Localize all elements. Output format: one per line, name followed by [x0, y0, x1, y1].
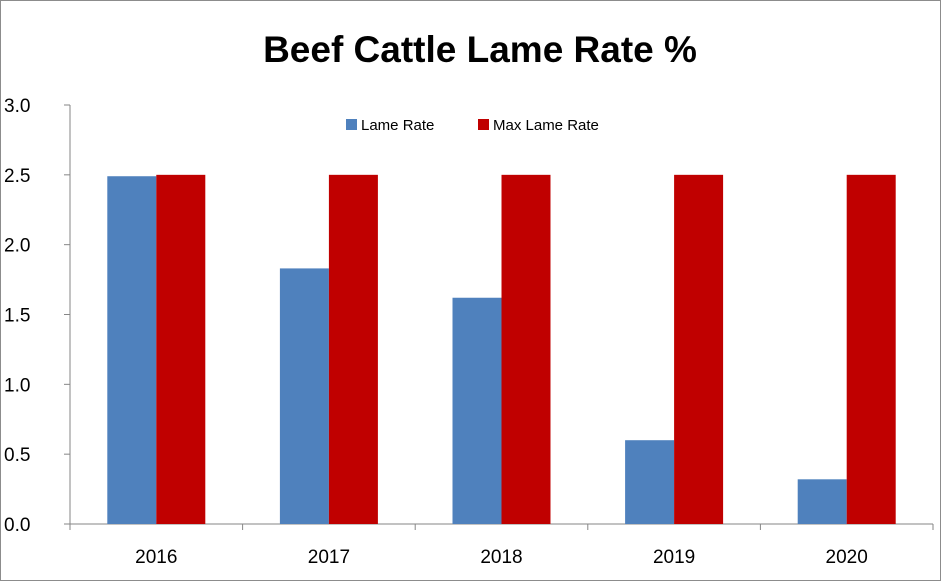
- bar-max-lame-rate-2020: [846, 174, 896, 525]
- bar-lame-rate-2020: [797, 479, 847, 524]
- bar-max-lame-rate-2016: [156, 174, 206, 525]
- legend-label-2: Max Lame Rate: [493, 117, 599, 134]
- legend-label-1: Lame Rate: [361, 117, 434, 134]
- y-tick-label: 1.5: [4, 306, 30, 327]
- bar-lame-rate-2018: [452, 297, 502, 524]
- bar-lame-rate-2016: [107, 176, 157, 525]
- bar-max-lame-rate-2017: [328, 174, 378, 525]
- legend-swatch-1: [346, 119, 357, 130]
- bar-lame-rate-2017: [279, 268, 329, 524]
- x-tick-label: 2018: [480, 547, 522, 568]
- x-tick-label: 2020: [826, 547, 868, 568]
- legend-swatch-2: [478, 119, 489, 130]
- y-tick-label: 0.5: [4, 445, 30, 466]
- y-tick-label: 1.0: [4, 375, 30, 396]
- bar-lame-rate-2019: [625, 440, 675, 524]
- x-tick-label: 2019: [653, 547, 695, 568]
- chart-title: Beef Cattle Lame Rate %: [263, 29, 697, 70]
- bar-max-lame-rate-2018: [501, 174, 551, 525]
- y-tick-label: 0.0: [4, 515, 30, 536]
- x-tick-label: 2016: [135, 547, 177, 568]
- bar-max-lame-rate-2019: [674, 174, 724, 525]
- x-tick-label: 2017: [308, 547, 350, 568]
- y-tick-label: 3.0: [4, 96, 30, 117]
- y-tick-label: 2.0: [4, 236, 30, 257]
- y-tick-label: 2.5: [4, 166, 30, 187]
